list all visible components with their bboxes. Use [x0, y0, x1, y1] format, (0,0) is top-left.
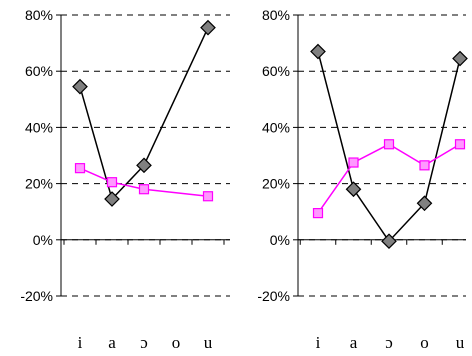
square-marker	[348, 157, 359, 168]
series-square-line	[317, 143, 461, 214]
left-chart: -20% 0% 20% 40% 60% 80% i a ɔ o u	[20, 7, 230, 352]
y-tick-label: -20%	[257, 288, 290, 304]
category-label: u	[204, 333, 213, 352]
diamond-marker	[136, 157, 152, 174]
y-tick-label: 60%	[262, 63, 290, 79]
diamond-marker	[416, 195, 433, 212]
category-label: u	[456, 333, 465, 352]
diamond-marker	[104, 191, 120, 207]
y-tick-label: 20%	[25, 176, 53, 192]
right-chart: -20% 0% 20% 40% 60% 80% i a ɔ o u	[257, 7, 468, 352]
square-marker	[312, 208, 324, 219]
diamond-marker	[200, 19, 216, 36]
category-label: o	[172, 333, 181, 352]
category-label: i	[316, 333, 321, 352]
square-marker	[138, 184, 150, 195]
diamond-marker	[381, 233, 397, 250]
y-tick-label: 40%	[25, 119, 53, 135]
y-tick-label: 20%	[262, 176, 290, 192]
category-label: ɔ	[140, 333, 148, 352]
y-tick-label: 0%	[33, 232, 53, 248]
diamond-marker	[345, 181, 362, 198]
y-tick-label: 80%	[262, 7, 290, 23]
square-marker	[106, 177, 118, 188]
diamond-marker	[452, 50, 468, 67]
y-tick-label: -20%	[20, 288, 53, 304]
square-marker	[419, 160, 430, 171]
square-marker	[202, 191, 214, 202]
y-tick-label: 80%	[25, 7, 53, 23]
category-label: a	[108, 333, 116, 352]
square-marker	[454, 139, 466, 150]
diamond-marker	[310, 43, 326, 60]
diamond-marker	[72, 78, 88, 95]
category-label: o	[420, 333, 429, 352]
category-label: i	[78, 333, 83, 352]
y-tick-label: 60%	[25, 63, 53, 79]
category-label: ɔ	[385, 333, 393, 352]
square-marker	[383, 139, 395, 150]
series-diamond-line	[79, 27, 209, 201]
square-marker	[74, 163, 86, 174]
y-tick-label: 0%	[270, 232, 290, 248]
series-square-line	[79, 167, 209, 197]
category-label: a	[350, 333, 358, 352]
y-tick-label: 40%	[262, 119, 290, 135]
